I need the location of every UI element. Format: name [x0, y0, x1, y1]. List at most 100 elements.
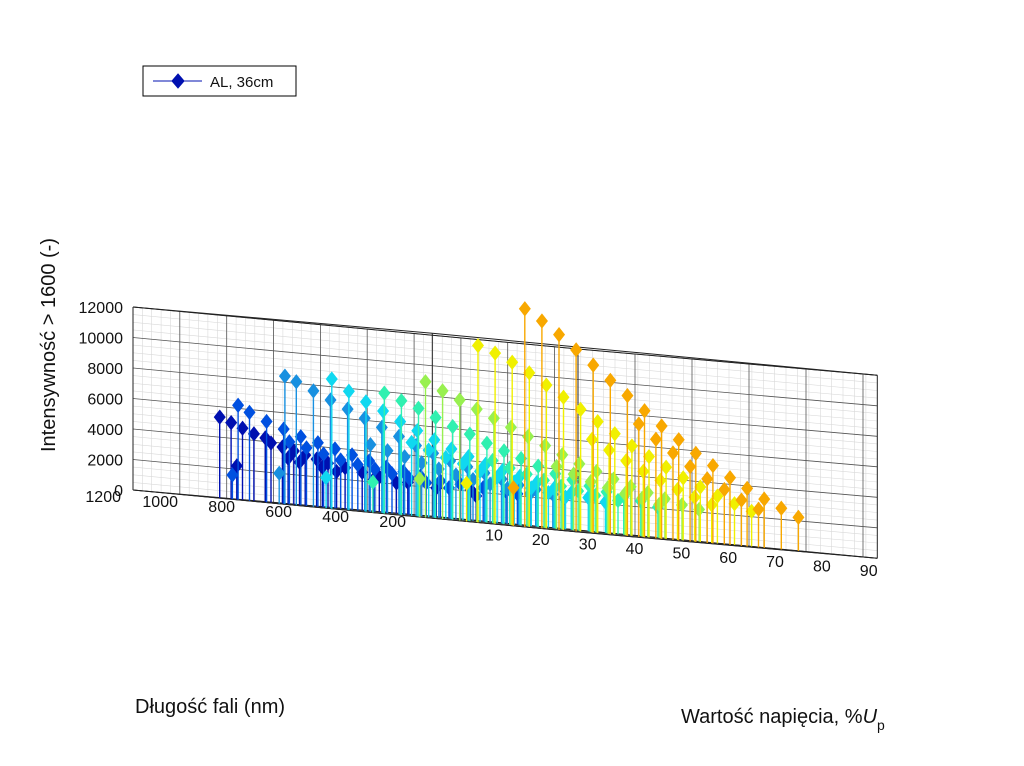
legend-label: AL, 36cm [210, 74, 273, 91]
grid-minor-line [577, 516, 878, 544]
y-tick-label: 800 [208, 499, 235, 516]
z-tick-label: 2000 [87, 453, 123, 470]
data-point-diamond [649, 431, 662, 447]
data-point-diamond [741, 480, 754, 497]
data-point-diamond [412, 400, 425, 416]
data-point-diamond [225, 415, 238, 431]
grid-minor-line [132, 329, 579, 373]
data-point-diamond [359, 394, 372, 410]
data-point-diamond [232, 397, 245, 413]
data-point-diamond [446, 418, 459, 435]
data-point-diamond [584, 474, 597, 490]
data-point-diamond [378, 385, 391, 401]
data-point-diamond [368, 461, 381, 477]
z-tick-label: 0 [114, 483, 123, 500]
data-point-diamond [570, 342, 583, 358]
grid-minor-line [577, 364, 878, 391]
data-point-diamond [428, 432, 441, 448]
x-axis-label-text: Wartość napięcia, % [681, 706, 863, 728]
data-point-diamond [637, 463, 650, 480]
data-point-diamond [654, 472, 667, 489]
z-tick-label: 8000 [87, 361, 123, 378]
data-point-diamond [445, 441, 458, 457]
data-point-diamond [694, 479, 707, 495]
marks-layer [213, 301, 805, 551]
x-tick-label: 40 [626, 541, 644, 558]
data-point-diamond [642, 448, 656, 465]
data-point-diamond [638, 403, 651, 419]
data-point-diamond [601, 480, 614, 496]
data-point-diamond [394, 414, 407, 430]
data-point-diamond [689, 445, 702, 462]
data-point-diamond [436, 383, 449, 399]
z-tick-label: 4000 [87, 422, 123, 439]
grid-minor-line [132, 352, 579, 396]
data-point-diamond [557, 389, 570, 405]
data-point-diamond [377, 403, 390, 419]
data-point-diamond [587, 357, 600, 373]
x-tick-label: 50 [673, 545, 691, 562]
data-point-diamond [429, 409, 442, 426]
y-axis-label: Długość fali (nm) [135, 696, 285, 718]
ticks-layer: 0 2000 4000 6000 8000 10000 12000 200 400 600 800 1… [79, 300, 878, 580]
x-axis-label-symbol: U [863, 706, 878, 728]
data-point-diamond [711, 488, 724, 504]
y-tick-label: 400 [322, 509, 349, 526]
data-point-diamond [701, 471, 714, 487]
z-tick-label: 12000 [79, 300, 124, 317]
y-tick-label: 600 [265, 504, 292, 521]
grid-minor-line [132, 322, 579, 365]
x-tick-label: 30 [579, 537, 597, 554]
data-point-diamond [660, 459, 673, 475]
x-tick-label: 80 [813, 559, 831, 576]
x-tick-label: 20 [532, 532, 550, 549]
data-point-diamond [540, 377, 553, 393]
data-point-diamond [366, 474, 379, 490]
grid-minor-line [577, 371, 878, 399]
grid-minor-line [132, 360, 579, 403]
data-point-diamond [775, 500, 788, 516]
data-point-diamond [334, 452, 347, 468]
data-point-diamond [735, 492, 748, 508]
data-point-diamond [283, 434, 296, 450]
data-point-diamond [300, 440, 313, 456]
grid-major-line [577, 501, 878, 529]
data-point-diamond [480, 435, 493, 451]
grid-major-line [577, 409, 878, 437]
data-point-diamond [503, 460, 516, 476]
data-point-diamond [523, 365, 536, 381]
data-point-diamond [537, 472, 550, 488]
data-point-diamond [462, 448, 475, 465]
x-tick-label: 10 [485, 528, 503, 545]
y-tick-label: 1200 [85, 489, 121, 506]
data-point-diamond [358, 410, 371, 426]
data-point-diamond [471, 337, 485, 354]
data-point-diamond [243, 404, 256, 421]
grid-layer [132, 306, 878, 559]
data-point-diamond [553, 327, 566, 343]
grid-minor-line [577, 394, 878, 422]
x-tick-label: 60 [719, 550, 737, 567]
axis-box-edge [132, 489, 579, 533]
data-point-diamond [677, 470, 690, 486]
data-point-diamond [325, 371, 338, 387]
data-point-diamond [507, 480, 520, 496]
data-point-diamond [567, 466, 580, 482]
data-point-diamond [718, 481, 731, 498]
data-point-diamond [506, 354, 519, 370]
y-tick-label: 200 [379, 514, 406, 531]
data-point-diamond [236, 420, 249, 436]
data-point-diamond [655, 418, 668, 434]
data-point-diamond [672, 432, 685, 448]
data-point-diamond [603, 442, 616, 458]
data-point-diamond [489, 345, 502, 361]
data-point-diamond [265, 435, 278, 451]
data-point-diamond [470, 401, 483, 417]
grid-minor-line [577, 356, 878, 384]
data-point-diamond [395, 393, 408, 409]
data-point-diamond [632, 416, 645, 432]
grid-minor-line [577, 402, 878, 429]
data-point-diamond [411, 423, 424, 439]
grid-minor-line [132, 314, 579, 357]
